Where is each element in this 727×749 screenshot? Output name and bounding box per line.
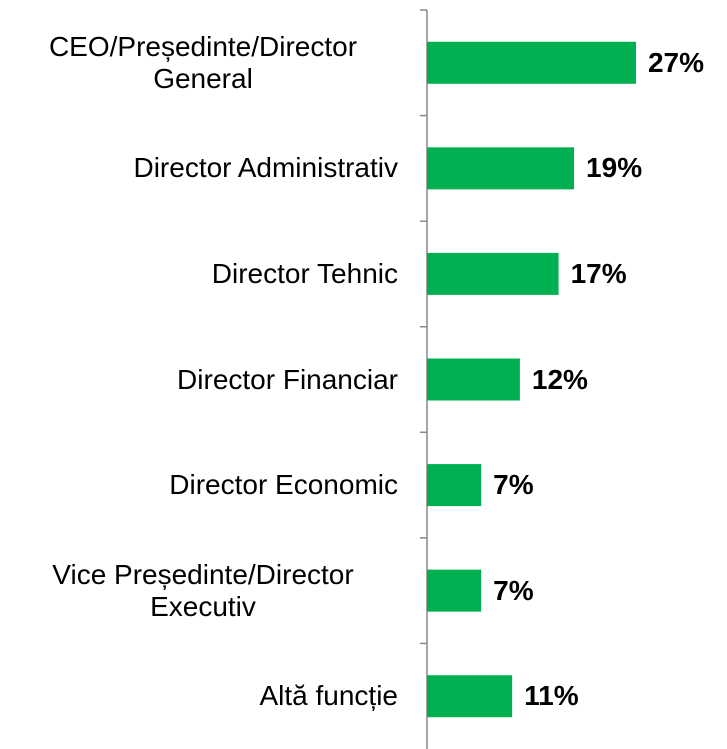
category-label: CEO/Președinte/Director General: [48, 30, 358, 94]
category-label: Director Administrativ: [133, 152, 398, 184]
value-label: 27%: [647, 46, 705, 78]
bar: [427, 41, 636, 84]
bar: [427, 675, 513, 718]
category-label: Director Financiar: [177, 363, 398, 395]
category-label-box: Director Financiar: [0, 335, 398, 425]
value-label: 7%: [493, 469, 534, 501]
category-label: Altă funcție: [259, 680, 398, 712]
category-label: Director Economic: [169, 469, 398, 501]
bar: [427, 358, 520, 401]
category-label-box: Director Administrativ: [0, 123, 398, 213]
category-label-box: Altă funcție: [0, 651, 398, 741]
category-label-box: Vice Președinte/Director Executiv: [0, 546, 398, 636]
bar: [427, 252, 559, 295]
value-label: 12%: [531, 363, 588, 395]
category-label-box: Director Tehnic: [0, 229, 398, 319]
category-label-box: Director Economic: [0, 440, 398, 530]
bar: [427, 569, 482, 612]
category-label: Director Tehnic: [211, 257, 398, 289]
value-label: 11%: [524, 680, 579, 712]
bar: [427, 464, 482, 507]
category-label: Vice Președinte/Director Executiv: [52, 558, 354, 622]
value-label: 7%: [493, 574, 534, 606]
value-label: 17%: [570, 257, 627, 289]
bar: [427, 147, 575, 190]
value-label: 19%: [586, 152, 643, 184]
category-label-box: CEO/Președinte/Director General: [0, 18, 398, 108]
